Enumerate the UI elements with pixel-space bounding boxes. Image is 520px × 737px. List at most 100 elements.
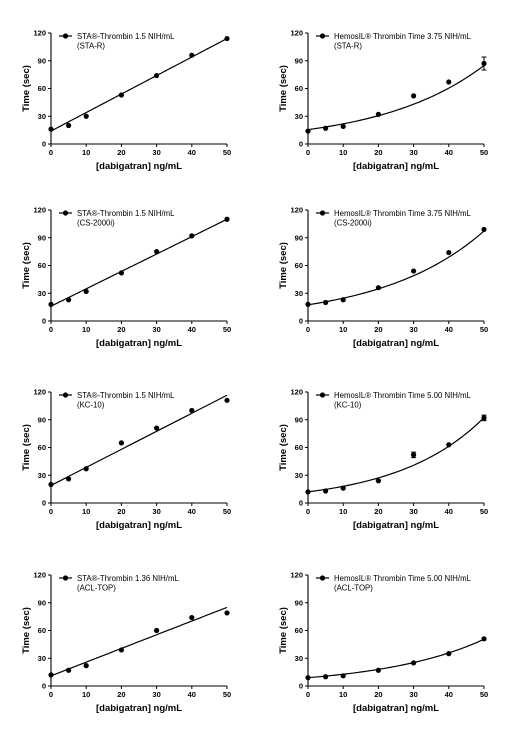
data-point [224, 610, 230, 616]
y-tick-label: 90 [38, 233, 46, 242]
legend-marker [319, 575, 326, 581]
legend-marker [62, 33, 69, 39]
legend-instrument-label: (STA-R) [334, 42, 362, 51]
y-axis-title: Time (sec) [21, 607, 32, 654]
data-point [411, 93, 417, 99]
y-tick-label: 90 [295, 56, 303, 65]
y-tick-label: 30 [295, 471, 303, 480]
legend-marker [62, 392, 69, 398]
y-tick-label: 30 [295, 654, 303, 663]
x-tick-label: 20 [374, 148, 382, 157]
x-tick-label: 10 [339, 325, 347, 334]
data-point [375, 667, 381, 673]
chart-panel-7: 0 30 60 90 120 0 10 20 30 40 50 [dabigatran] ng/mL T… [21, 571, 231, 714]
fit-curve [307, 230, 485, 306]
y-tick-label: 30 [295, 112, 303, 121]
data-point [83, 113, 89, 119]
x-tick-label: 0 [306, 507, 310, 516]
data-point [66, 122, 72, 129]
data-point [66, 297, 72, 303]
y-axis-title: Time (sec) [21, 424, 32, 471]
y-tick-label: 60 [295, 443, 303, 452]
data-point [154, 72, 160, 79]
fit-curve [307, 65, 485, 131]
y-tick-label: 0 [42, 317, 46, 326]
x-tick-label: 20 [374, 507, 382, 516]
y-tick-label: 30 [295, 289, 303, 298]
x-tick-label: 40 [188, 325, 196, 334]
data-point [411, 452, 417, 458]
fit-curve [50, 394, 228, 486]
data-point [83, 663, 89, 669]
x-tick-label: 40 [445, 148, 453, 157]
y-tick-label: 120 [290, 571, 303, 580]
y-tick-label: 120 [33, 571, 46, 580]
data-point [154, 627, 160, 634]
x-axis-title: [dabigatran] ng/mL [96, 703, 182, 714]
data-point [48, 126, 54, 132]
legend-instrument-label: (ACL-TOP) [334, 584, 373, 593]
data-point [481, 60, 487, 67]
y-tick-label: 0 [42, 499, 46, 508]
data-point [323, 488, 329, 494]
x-tick-label: 50 [223, 148, 231, 157]
x-tick-label: 20 [117, 507, 125, 516]
x-tick-label: 0 [49, 507, 53, 516]
legend-marker [319, 210, 326, 216]
y-axis-title: Time (sec) [21, 242, 32, 289]
data-point [189, 407, 195, 414]
data-point [411, 660, 417, 666]
x-tick-label: 10 [339, 690, 347, 699]
data-point [481, 226, 487, 233]
y-tick-label: 120 [290, 206, 303, 215]
y-tick-label: 120 [290, 29, 303, 38]
y-tick-label: 30 [38, 471, 46, 480]
y-tick-label: 120 [33, 206, 46, 215]
data-point [340, 673, 346, 679]
data-point [48, 672, 54, 678]
x-tick-label: 20 [117, 148, 125, 157]
legend-marker [62, 210, 69, 216]
x-tick-label: 0 [306, 148, 310, 157]
data-point [305, 489, 311, 495]
data-point [446, 651, 452, 657]
x-tick-label: 0 [49, 690, 53, 699]
y-tick-label: 60 [38, 626, 46, 635]
y-tick-label: 60 [38, 443, 46, 452]
legend-label: HemosIL® Thrombin Time 3.75 NIH/mL [334, 209, 472, 218]
x-tick-label: 0 [49, 148, 53, 157]
x-tick-label: 40 [188, 507, 196, 516]
y-tick-label: 90 [295, 415, 303, 424]
data-point [118, 270, 124, 276]
data-point [118, 92, 124, 98]
fit-curve [50, 218, 228, 307]
x-tick-label: 0 [306, 690, 310, 699]
y-axis-title: Time (sec) [278, 65, 289, 112]
x-tick-label: 40 [188, 148, 196, 157]
y-tick-label: 0 [299, 317, 303, 326]
legend-instrument-label: (CS-2000i) [334, 219, 372, 228]
y-tick-label: 90 [295, 233, 303, 242]
y-axis-title: Time (sec) [21, 65, 32, 112]
chart-panel-1: 0 30 60 90 120 0 10 20 30 40 50 [dabigatran] ng/mL T… [21, 29, 231, 172]
x-tick-label: 30 [409, 690, 417, 699]
x-tick-label: 30 [152, 690, 160, 699]
y-tick-label: 0 [42, 140, 46, 149]
y-tick-label: 90 [38, 415, 46, 424]
x-tick-label: 50 [480, 325, 488, 334]
data-point [340, 123, 346, 130]
x-tick-label: 50 [480, 690, 488, 699]
data-point [481, 415, 487, 421]
legend-marker [319, 392, 326, 398]
data-point [375, 478, 381, 484]
data-point [48, 301, 54, 307]
chart-panel-2: 0 30 60 90 120 0 10 20 30 40 50 [dabigatran] ng/mL T… [278, 29, 488, 172]
data-point [118, 647, 124, 653]
x-tick-label: 10 [82, 148, 90, 157]
x-tick-label: 40 [445, 690, 453, 699]
legend-label: STA®-Thrombin 1.5 NIH/mL [77, 32, 175, 41]
x-tick-label: 30 [152, 507, 160, 516]
x-tick-label: 30 [152, 148, 160, 157]
x-tick-label: 20 [374, 325, 382, 334]
